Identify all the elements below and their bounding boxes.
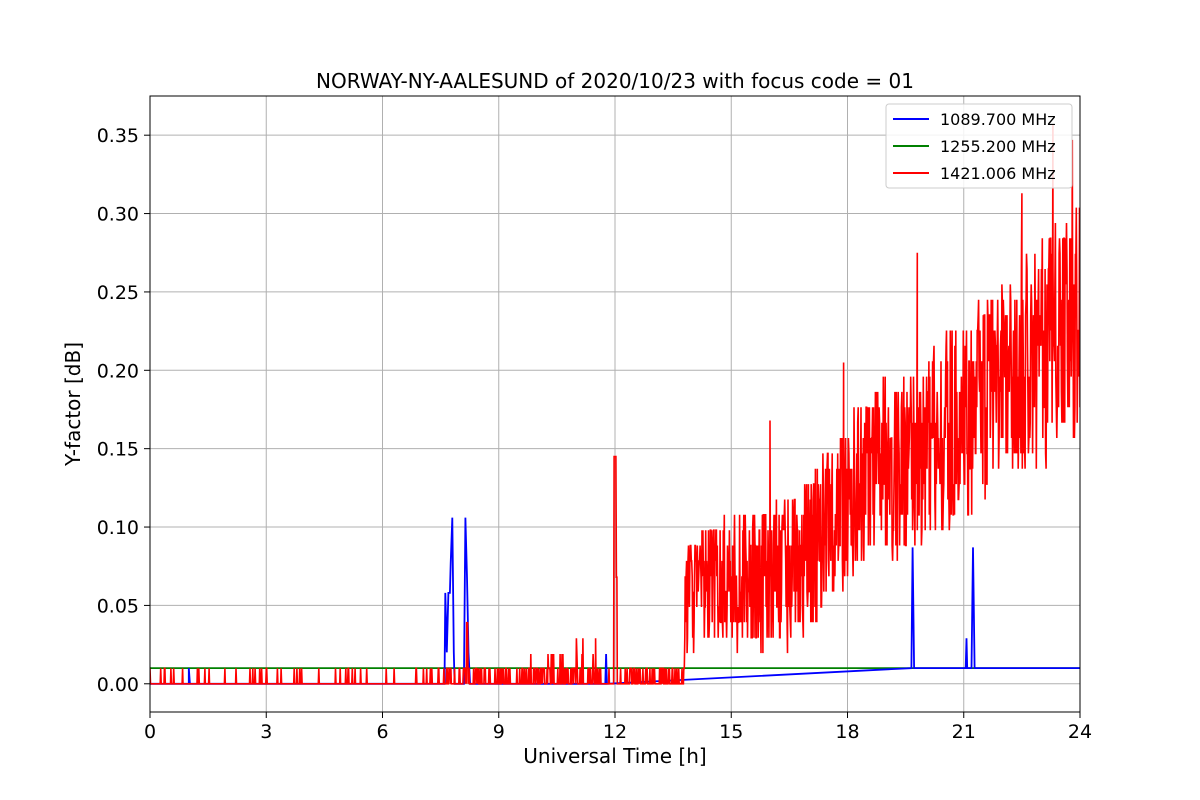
x-tick-label: 24 [1068, 721, 1092, 743]
axis-ticks: 0 3 6 9 12 15 18 21 24 0.00 0.05 0.10 0.15 0.20 0.25 0.… [97, 125, 1092, 743]
x-tick-label: 6 [376, 721, 388, 743]
y-tick-label: 0.00 [97, 674, 139, 696]
y-tick-label: 0.20 [97, 360, 139, 382]
x-tick-label: 3 [260, 721, 272, 743]
series-layer [150, 124, 1080, 685]
x-tick-label: 9 [493, 721, 505, 743]
y-axis-label: Y-factor [dB] [61, 342, 85, 467]
x-tick-label: 21 [952, 721, 976, 743]
legend-label: 1089.700 MHz [940, 110, 1056, 129]
legend-label: 1421.006 MHz [940, 164, 1056, 183]
chart-title: NORWAY-NY-AALESUND of 2020/10/23 with fo… [316, 69, 914, 93]
y-tick-label: 0.25 [97, 282, 139, 304]
x-axis-label: Universal Time [h] [523, 744, 706, 768]
series-line-3 [150, 124, 1080, 685]
y-tick-label: 0.15 [97, 439, 139, 461]
legend-box [885, 103, 1073, 189]
x-tick-label: 12 [603, 721, 627, 743]
legend-label: 1255.200 MHz [940, 137, 1056, 156]
y-tick-label: 0.30 [97, 204, 139, 226]
x-tick-label: 15 [719, 721, 743, 743]
plot-area [150, 124, 1080, 685]
series-line-1 [150, 517, 1080, 685]
y-tick-label: 0.35 [97, 125, 139, 147]
legend: 1089.700 MHz 1255.200 MHz 1421.006 MHz [885, 103, 1073, 189]
x-tick-label: 0 [144, 721, 156, 743]
y-tick-label: 0.10 [97, 517, 139, 539]
x-tick-label: 18 [835, 721, 859, 743]
y-tick-label: 0.05 [97, 595, 139, 617]
